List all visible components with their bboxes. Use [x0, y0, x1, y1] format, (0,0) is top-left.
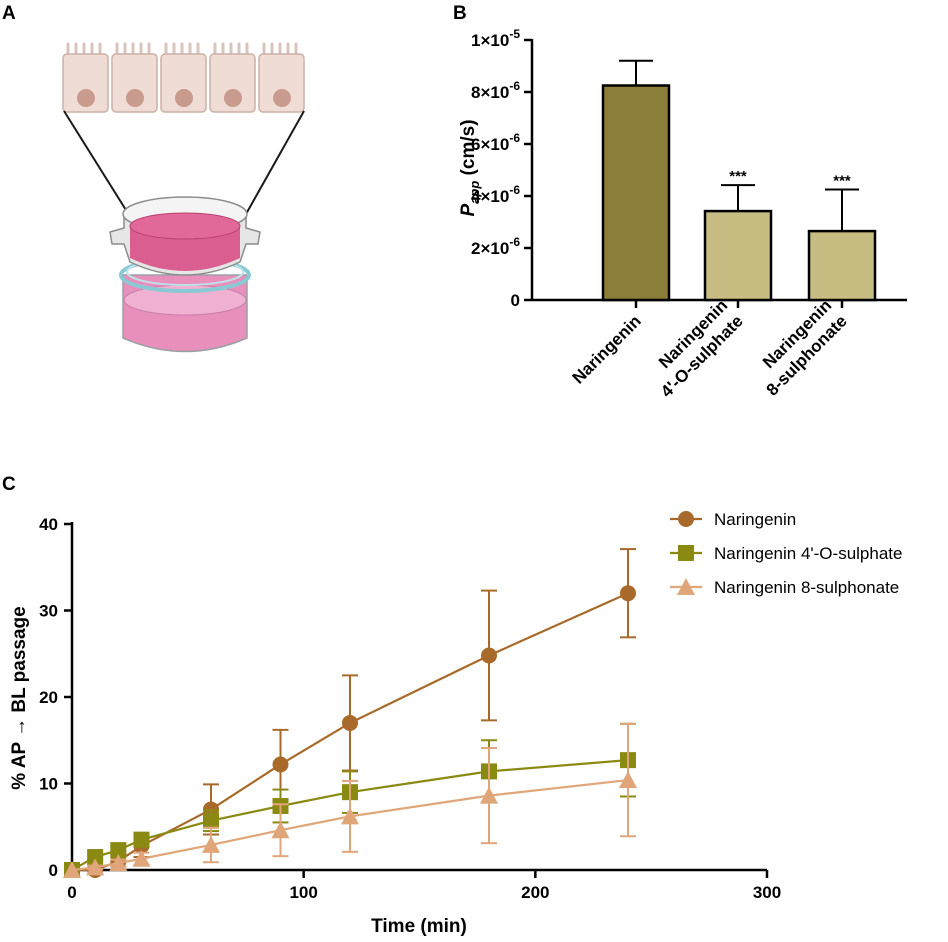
- b-y-axis-title: Papp (cm/s): [458, 119, 482, 216]
- c-data-point: [63, 861, 81, 878]
- b-y-tick-label: 6×10-6: [471, 131, 520, 154]
- c-y-tick-label: 20: [39, 688, 58, 707]
- c-data-point: [132, 849, 151, 867]
- c-legend-marker: [678, 511, 694, 527]
- c-data-point: [619, 771, 637, 789]
- b-x-tick-label: Naringenin8-sulphonate: [747, 296, 851, 400]
- b-significance-label: ***: [833, 173, 851, 190]
- epithelial-cell-row: [62, 42, 305, 113]
- c-data-point: [272, 756, 289, 773]
- c-legend: Naringenin Naringenin 4'-O-sulphate Naring…: [670, 510, 902, 597]
- c-data-point: [480, 786, 498, 804]
- c-x-tick-label: 100: [289, 883, 317, 902]
- c-data-point: [133, 831, 150, 848]
- c-data-point: [109, 854, 128, 872]
- b-y-tick-label: 8×10-6: [471, 79, 520, 102]
- b-bar: [601, 84, 671, 302]
- c-x-axis-title: Time (min): [371, 916, 467, 937]
- panel-letter-b: B: [453, 3, 467, 24]
- b-significance-label: ***: [729, 168, 747, 185]
- transwell-illustration: [62, 42, 305, 353]
- b-y-tick-label: 0: [511, 291, 520, 310]
- c-data-point: [203, 812, 219, 829]
- b-x-tick-label: Naringenin: [569, 311, 645, 387]
- line-chart-panel-c: Time (min) % AP → BL passage 0 100 200 300 0…: [9, 515, 781, 937]
- b-bar: [703, 209, 773, 302]
- c-y-tick-label: 10: [39, 775, 58, 794]
- b-y-tick-label: 4×10-6: [471, 183, 520, 206]
- bar-chart-panel-b: Papp (cm/s) 0 2×10-6 4×10-6 6×10-6 8×10-6 1×1…: [458, 27, 907, 401]
- c-data-point: [271, 821, 290, 839]
- c-y-axis-title: % AP → BL passage: [9, 606, 30, 789]
- c-y-tick-label: 40: [39, 515, 58, 534]
- c-data-point: [620, 585, 636, 602]
- c-x-tick-label: 300: [753, 883, 781, 902]
- c-data-point: [202, 835, 220, 853]
- c-y-tick-label: 0: [49, 861, 58, 880]
- b-y-tick-label: 2×10-6: [471, 235, 520, 258]
- c-data-point: [110, 842, 127, 859]
- c-data-point: [87, 849, 104, 866]
- c-x-tick-label: 0: [67, 883, 76, 902]
- b-x-tick-label: Naringenin4'-O-sulphate: [642, 296, 747, 401]
- c-series-3: [63, 722, 637, 878]
- c-data-point: [86, 858, 105, 876]
- panel-letter-a: A: [2, 3, 16, 24]
- b-bar: [807, 229, 877, 302]
- panel-letter-c: C: [2, 474, 16, 495]
- c-x-tick-label: 200: [521, 883, 549, 902]
- c-legend-label: Naringenin 4'-O-sulphate: [714, 544, 902, 563]
- c-legend-label: Naringenin 8-sulphonate: [714, 578, 899, 597]
- c-legend-label: Naringenin: [714, 510, 796, 529]
- c-legend-marker: [678, 545, 694, 561]
- c-legend-marker: [677, 578, 695, 595]
- c-y-tick-label: 30: [39, 602, 58, 621]
- c-data-point: [342, 714, 358, 731]
- c-data-point: [341, 807, 359, 825]
- c-data-point: [481, 647, 497, 664]
- b-y-tick-label: 1×10-5: [471, 27, 520, 50]
